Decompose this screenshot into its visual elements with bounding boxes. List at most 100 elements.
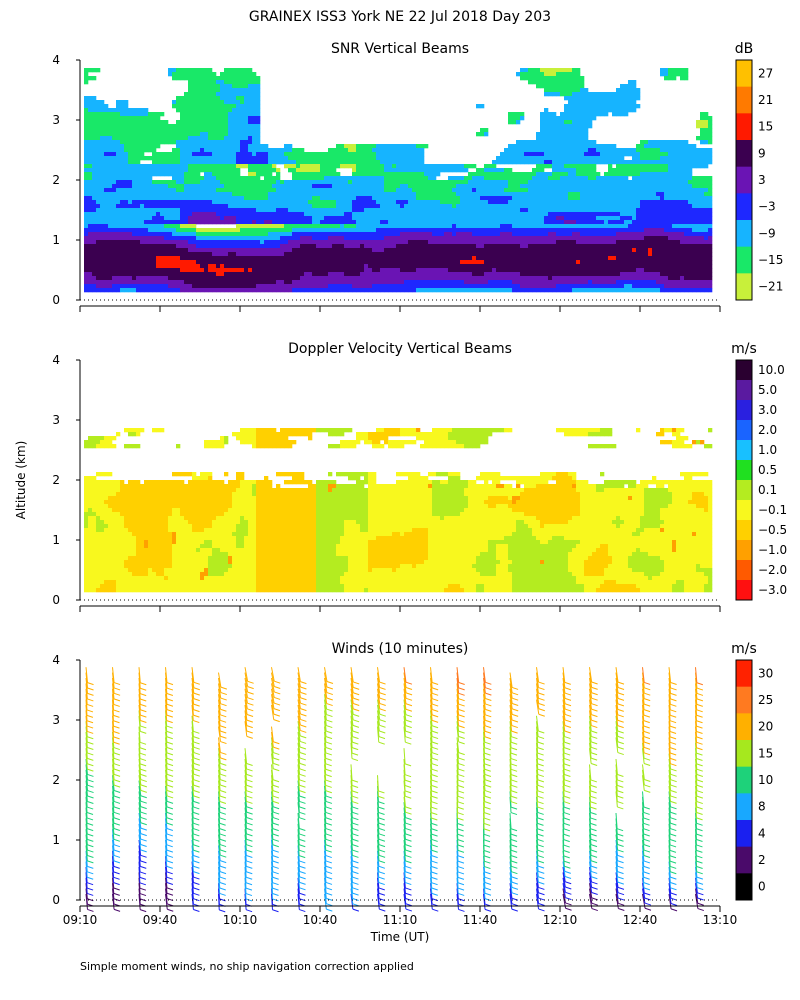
heat-cell: [156, 136, 161, 141]
heat-cell: [540, 192, 545, 197]
heat-cell: [232, 92, 237, 97]
heat-cell: [88, 192, 93, 197]
heat-cell: [520, 280, 525, 285]
heat-cell: [512, 204, 517, 209]
heat-cell: [240, 252, 245, 257]
heat-cell: [232, 212, 237, 217]
heat-cell: [92, 104, 97, 109]
heat-cell: [376, 212, 381, 217]
heat-cell: [104, 120, 109, 125]
heat-cell: [132, 176, 137, 181]
heat-cell: [408, 260, 413, 265]
heat-cell: [136, 248, 141, 253]
heat-cell: [328, 160, 333, 165]
heat-cell: [400, 164, 405, 169]
heat-cell: [196, 276, 201, 281]
heat-cell: [228, 132, 233, 137]
heat-cell: [172, 128, 177, 133]
heat-cell: [280, 212, 285, 217]
heat-cell: [212, 216, 217, 221]
heat-cell: [180, 224, 185, 229]
heat-cell: [500, 272, 505, 277]
heat-cell: [444, 188, 449, 193]
heat-cell: [332, 288, 337, 293]
heat-cell: [236, 260, 241, 265]
heat-cell: [508, 116, 513, 121]
heat-cell: [84, 156, 89, 161]
heat-cell: [228, 276, 233, 281]
heat-cell: [392, 204, 397, 209]
heat-cell: [204, 236, 209, 241]
heat-cell: [448, 248, 453, 253]
heat-cell: [440, 256, 445, 261]
heat-cell: [180, 76, 185, 81]
heat-cell: [468, 184, 473, 189]
heat-cell: [496, 204, 501, 209]
heat-cell: [164, 164, 169, 169]
heat-cell: [212, 104, 217, 109]
heat-cell: [228, 96, 233, 101]
heat-cell: [448, 176, 453, 181]
heat-cell: [192, 120, 197, 125]
heat-cell: [168, 204, 173, 209]
heat-cell: [172, 224, 177, 229]
heat-cell: [160, 204, 165, 209]
heat-cell: [536, 248, 541, 253]
heat-cell: [168, 132, 173, 137]
heat-cell: [304, 248, 309, 253]
heat-cell: [256, 232, 261, 237]
heat-cell: [540, 112, 545, 117]
heat-cell: [264, 264, 269, 269]
heat-cell: [332, 168, 337, 173]
heat-cell: [512, 268, 517, 273]
heat-cell: [360, 264, 365, 269]
heat-cell: [484, 256, 489, 261]
heat-cell: [480, 200, 485, 205]
heat-cell: [212, 208, 217, 213]
heat-cell: [468, 196, 473, 201]
heat-cell: [156, 152, 161, 157]
heat-cell: [236, 144, 241, 149]
heat-cell: [356, 184, 361, 189]
shared-x-axis-label: Time (UT): [370, 930, 430, 944]
heat-cell: [520, 228, 525, 233]
heat-cell: [556, 120, 561, 125]
heat-cell: [156, 216, 161, 221]
heat-cell: [480, 208, 485, 213]
heat-cell: [276, 200, 281, 205]
heat-cell: [520, 220, 525, 225]
heat-cell: [276, 148, 281, 153]
heat-cell: [116, 148, 121, 153]
heat-cell: [84, 116, 89, 121]
heat-cell: [240, 280, 245, 285]
heat-cell: [248, 168, 253, 173]
heat-cell: [104, 208, 109, 213]
heat-cell: [120, 184, 125, 189]
heat-cell: [212, 196, 217, 201]
heat-cell: [364, 220, 369, 225]
heat-cell: [252, 256, 257, 261]
heat-cell: [540, 236, 545, 241]
heat-cell: [148, 136, 153, 141]
heat-cell: [492, 280, 497, 285]
heat-cell: [252, 252, 257, 257]
heat-cell: [284, 200, 289, 205]
heat-cell: [240, 156, 245, 161]
heat-cell: [556, 236, 561, 241]
heat-cell: [560, 112, 565, 117]
heat-cell: [332, 184, 337, 189]
heat-cell: [208, 144, 213, 149]
heat-cell: [512, 256, 517, 261]
heat-cell: [492, 224, 497, 229]
heat-cell: [380, 144, 385, 149]
heat-cell: [244, 148, 249, 153]
heat-cell: [288, 276, 293, 281]
heat-cell: [428, 204, 433, 209]
heat-cell: [272, 244, 277, 249]
heat-cell: [212, 184, 217, 189]
heat-cell: [252, 164, 257, 169]
heat-cell: [328, 172, 333, 177]
heat-cell: [212, 168, 217, 173]
heat-cell: [208, 132, 213, 137]
heat-cell: [164, 188, 169, 193]
